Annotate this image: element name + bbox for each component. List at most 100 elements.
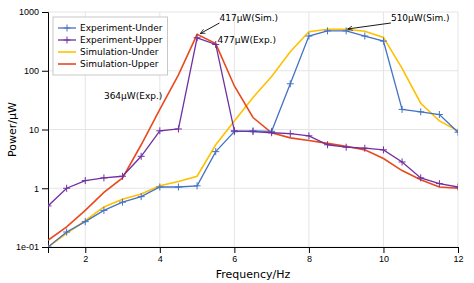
x-axis-tick: 10: [379, 247, 389, 264]
legend-marker: [64, 25, 71, 32]
series-marker: [212, 148, 219, 155]
y-axis-tick-label: 1: [34, 184, 39, 194]
x-axis-tick-mark: [309, 247, 310, 253]
legend-entry: Experiment-Under: [58, 23, 163, 33]
series-line: [48, 31, 458, 247]
series-marker: [417, 174, 424, 181]
x-axis-tick-label: 2: [83, 254, 88, 264]
annotation: 417μW(Sim.): [219, 13, 278, 23]
series-marker: [82, 218, 89, 225]
series-marker: [175, 125, 182, 132]
x-axis-tick-mark: [234, 247, 235, 253]
series-marker: [268, 129, 275, 136]
series-marker: [231, 127, 238, 134]
series-marker: [100, 207, 107, 214]
y-axis-tick: 100: [24, 66, 48, 76]
y-axis-tick-mark: [42, 130, 48, 131]
y-axis-tick: 10: [29, 125, 48, 135]
legend-marker: [64, 37, 71, 44]
legend-label: Simulation-Under: [80, 47, 159, 57]
x-axis: 2 4 6 8 10 12: [49, 247, 464, 264]
series-marker: [48, 202, 52, 209]
series-marker: [175, 184, 182, 191]
x-axis-tick: 12: [453, 247, 463, 264]
series-marker: [138, 193, 145, 200]
series-marker: [250, 128, 257, 135]
legend-label: Experiment-Upper: [80, 35, 163, 45]
annotation-arrow: [200, 23, 219, 34]
x-axis-tick-mark: [383, 247, 384, 253]
series-marker: [287, 80, 294, 87]
series-marker: [231, 128, 238, 135]
legend-swatch: [58, 51, 76, 53]
x-axis-tick-label: 10: [379, 254, 389, 264]
y-axis-title: Power/μW: [6, 102, 19, 157]
annotation-arrow: [348, 23, 391, 29]
y-axis-tick-label: 10: [29, 125, 39, 135]
series-marker: [250, 127, 257, 134]
x-axis-tick: 8: [307, 247, 312, 264]
x-axis-tick-label: 4: [158, 254, 163, 264]
series-marker: [380, 146, 387, 153]
legend: Experiment-Under Experiment-Upper Simulati…: [53, 17, 168, 75]
plot-area: [48, 27, 458, 247]
series: [48, 27, 458, 247]
legend-box: [53, 17, 168, 75]
legend-entry: Simulation-Upper: [58, 59, 159, 69]
series-line: [48, 34, 458, 240]
y-axis-tick: 1e-01: [16, 242, 48, 252]
series-marker: [194, 182, 201, 189]
x-axis-tick-mark: [85, 247, 86, 253]
x-axis-tick-mark: [160, 247, 161, 253]
x-axis-tick-label: 6: [232, 254, 237, 264]
series-marker: [361, 145, 368, 152]
y-axis: 1e-01 1 10 100 1000: [16, 7, 49, 252]
y-axis-tick-label: 100: [24, 66, 39, 76]
annotation: 510μW(Sim.): [391, 13, 450, 23]
series-marker: [63, 229, 70, 236]
y-axis-tick: 1000: [19, 7, 48, 17]
x-axis-tick: 6: [232, 247, 237, 264]
y-axis-tick-mark: [42, 12, 48, 13]
series-marker: [324, 141, 331, 148]
y-axis-tick-label: 1e-01: [16, 242, 39, 252]
legend-entry: Experiment-Upper: [58, 35, 163, 45]
series-marker: [380, 38, 387, 45]
series-marker: [119, 173, 126, 180]
series: [48, 34, 458, 240]
series-marker: [399, 158, 406, 165]
series: [48, 34, 458, 209]
chart: 2 4 6 8 10 12 1e-01 1 10 100 1000 Frequency/Hz Power…: [0, 0, 474, 283]
series-marker: [119, 199, 126, 206]
legend-label: Simulation-Upper: [80, 59, 159, 69]
series-marker: [138, 153, 145, 160]
legend-swatch: [58, 63, 76, 65]
y-axis-tick: 1: [34, 184, 48, 194]
y-axis-line: [42, 13, 49, 248]
x-axis-tick-label: 12: [453, 254, 463, 264]
series-line: [48, 29, 458, 247]
y-axis-tick-label: 1000: [19, 7, 39, 17]
x-axis-tick: 4: [158, 247, 163, 264]
x-axis-title: Frequency/Hz: [216, 268, 291, 281]
y-axis-tick-mark: [42, 247, 48, 248]
series-marker: [361, 33, 368, 40]
legend-label: Experiment-Under: [80, 23, 163, 33]
annotation: 477μW(Exp.): [218, 35, 276, 45]
series-marker: [343, 144, 350, 151]
x-axis-tick: 2: [83, 247, 88, 264]
series-marker: [156, 184, 163, 191]
series: [48, 29, 458, 247]
series-marker: [436, 111, 443, 118]
legend-entry: Simulation-Under: [58, 47, 159, 57]
x-axis-line: [49, 248, 459, 254]
series-marker: [399, 106, 406, 113]
y-axis-tick-mark: [42, 71, 48, 72]
series-marker: [455, 184, 459, 191]
series-marker: [417, 108, 424, 115]
series-marker: [156, 127, 163, 134]
series-line: [48, 38, 458, 206]
series-marker: [305, 132, 312, 139]
x-axis-tick-mark: [458, 247, 459, 253]
series-marker: [436, 180, 443, 187]
